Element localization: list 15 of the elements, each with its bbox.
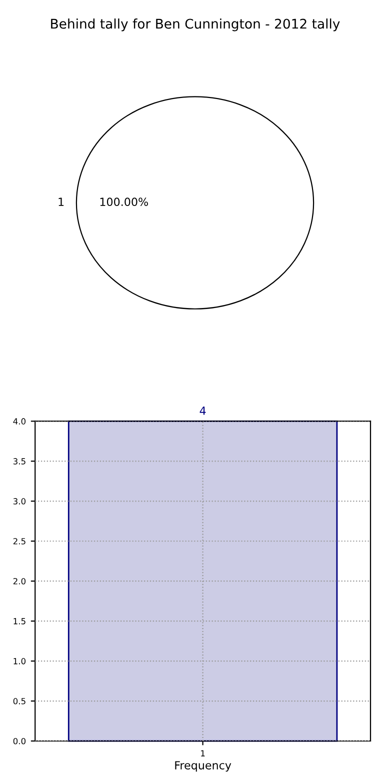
chart-title: Behind tally for Ben Cunnington - 2012 tally — [51, 18, 340, 32]
data-label: 100.00% — [100, 198, 148, 206]
slice-label: 1 — [58, 198, 64, 206]
y-tick-label: 1.5 — [14, 618, 26, 624]
y-tick-label: 0.5 — [13, 698, 26, 704]
x-axis-title: Frequency — [175, 761, 232, 772]
y-tick-label: 2.5 — [13, 538, 26, 544]
y-tick-label: 3.5 — [13, 458, 26, 464]
y-tick-label: 1.0 — [14, 658, 26, 664]
y-tick-label: 2.0 — [13, 578, 26, 584]
y-tick-label: 0.0 — [13, 738, 26, 744]
y-tick-label: 3.0 — [13, 498, 26, 504]
legend-label: 1 — [201, 750, 205, 756]
y-tick-label: 4.0 — [13, 418, 26, 424]
data-label: 4 — [200, 406, 206, 415]
